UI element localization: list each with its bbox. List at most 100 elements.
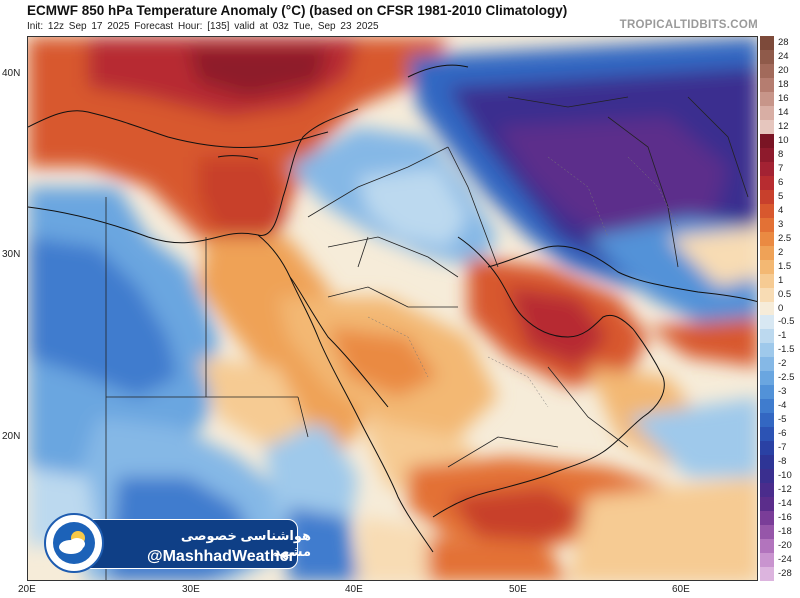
coastlines	[28, 64, 757, 553]
colorbar-label: -10	[778, 470, 792, 482]
site-credit[interactable]: TROPICALTIDBITS.COM	[619, 19, 758, 31]
lat-label-40n: 40N	[2, 68, 21, 79]
colorbar-label: 2	[778, 246, 784, 258]
map-subtitle: Init: 12z Sep 17 2025 Forecast Hour: [13…	[27, 21, 379, 32]
colorbar-cell	[760, 469, 774, 484]
weather-logo-inner	[53, 522, 95, 564]
colorbar-cell	[760, 315, 774, 330]
province-borders	[367, 156, 679, 408]
colorbar-cell	[760, 539, 774, 554]
colorbar-label: -18	[778, 526, 792, 538]
colorbar-label: 1	[778, 274, 784, 286]
anomaly-map[interactable]	[27, 36, 758, 581]
lon-label-30e: 30E	[182, 584, 200, 595]
lon-label-40e: 40E	[345, 584, 363, 595]
colorbar-label: -24	[778, 554, 792, 566]
colorbar-cell	[760, 553, 774, 568]
colorbar-cell	[760, 189, 774, 205]
colorbar-label: -28	[778, 568, 792, 579]
colorbar-cell	[760, 329, 774, 344]
colorbar-cell	[760, 483, 774, 498]
colorbar-cell	[760, 63, 774, 79]
colorbar-label: 1.5	[778, 260, 792, 272]
colorbar-label: -7	[778, 442, 787, 454]
country-borders	[105, 96, 749, 580]
colorbar-cell	[760, 525, 774, 540]
colorbar-label: -0.5	[778, 316, 795, 328]
colorbar-label: 14	[778, 106, 789, 118]
colorbar-label: -14	[778, 498, 792, 510]
anomaly-field	[28, 37, 757, 580]
colorbar-cell	[760, 427, 774, 442]
lat-label-30n: 30N	[2, 249, 21, 260]
colorbar-label: 28	[778, 36, 789, 48]
colorbar-cell	[760, 231, 774, 247]
weather-logo-icon	[44, 513, 104, 573]
colorbar-cell	[760, 497, 774, 512]
colorbar-label: -3	[778, 386, 787, 398]
colorbar-cell	[760, 175, 774, 191]
colorbar-cell	[760, 399, 774, 414]
colorbar-cell	[760, 36, 774, 51]
colorbar-cell	[760, 455, 774, 470]
colorbar-label: -20	[778, 540, 792, 552]
colorbar-label: -8	[778, 456, 787, 468]
colorbar-label: 7	[778, 162, 784, 174]
colorbar-label: -2.5	[778, 372, 795, 384]
colorbar-cell	[760, 203, 774, 219]
watermark: هواشناسی خصوصی مشهد @MashhadWeather	[44, 513, 311, 577]
map-title: ECMWF 850 hPa Temperature Anomaly (°C) (…	[27, 3, 568, 18]
colorbar-cell	[760, 133, 774, 149]
colorbar-cell	[760, 385, 774, 400]
colorbar-label: 10	[778, 134, 789, 146]
colorbar-cell	[760, 567, 774, 582]
colorbar-cell	[760, 371, 774, 386]
lon-label-20e: 20E	[18, 584, 36, 595]
colorbar-cell	[760, 301, 774, 316]
colorbar-label: 0.5	[778, 288, 792, 300]
colorbar-label: -12	[778, 484, 792, 496]
colorbar-label: 5	[778, 190, 784, 202]
colorbar-label: 20	[778, 64, 789, 76]
colorbar-label: -2	[778, 358, 787, 370]
colorbar-cell	[760, 357, 774, 372]
header: ECMWF 850 hPa Temperature Anomaly (°C) (…	[0, 0, 800, 36]
colorbar-cell	[760, 217, 774, 233]
colorbar-label: 6	[778, 176, 784, 188]
watermark-handle: @MashhadWeather	[147, 548, 295, 565]
colorbar-label: 4	[778, 204, 784, 216]
colorbar-cell	[760, 119, 774, 135]
colorbar	[760, 36, 774, 582]
colorbar-cell	[760, 161, 774, 177]
colorbar-cell	[760, 511, 774, 526]
colorbar-label: 24	[778, 50, 789, 62]
colorbar-cell	[760, 245, 774, 261]
colorbar-cell	[760, 91, 774, 107]
colorbar-label: -16	[778, 512, 792, 524]
colorbar-cell	[760, 259, 774, 275]
colorbar-label: 18	[778, 78, 789, 90]
colorbar-cell	[760, 147, 774, 163]
watermark-title: هواشناسی خصوصی مشهد	[180, 528, 311, 559]
colorbar-cell	[760, 287, 774, 302]
colorbar-label: 16	[778, 92, 789, 104]
colorbar-label: -1.5	[778, 344, 795, 356]
colorbar-cell	[760, 441, 774, 456]
colorbar-cell	[760, 49, 774, 65]
colorbar-cell	[760, 343, 774, 358]
lon-label-50e: 50E	[509, 584, 527, 595]
lon-label-60e: 60E	[672, 584, 690, 595]
colorbar-cell	[760, 273, 774, 289]
colorbar-label: 0	[778, 302, 784, 314]
colorbar-label: -5	[778, 414, 787, 426]
colorbar-cell	[760, 413, 774, 428]
colorbar-label: 12	[778, 120, 789, 132]
colorbar-label: -6	[778, 428, 787, 440]
watermark-banner: هواشناسی خصوصی مشهد @MashhadWeather	[70, 519, 311, 569]
colorbar-cell	[760, 105, 774, 121]
colorbar-label: 3	[778, 218, 784, 230]
lat-label-20n: 20N	[2, 431, 21, 442]
colorbar-label: -4	[778, 400, 787, 412]
colorbar-label: 2.5	[778, 232, 792, 244]
colorbar-cell	[760, 77, 774, 93]
